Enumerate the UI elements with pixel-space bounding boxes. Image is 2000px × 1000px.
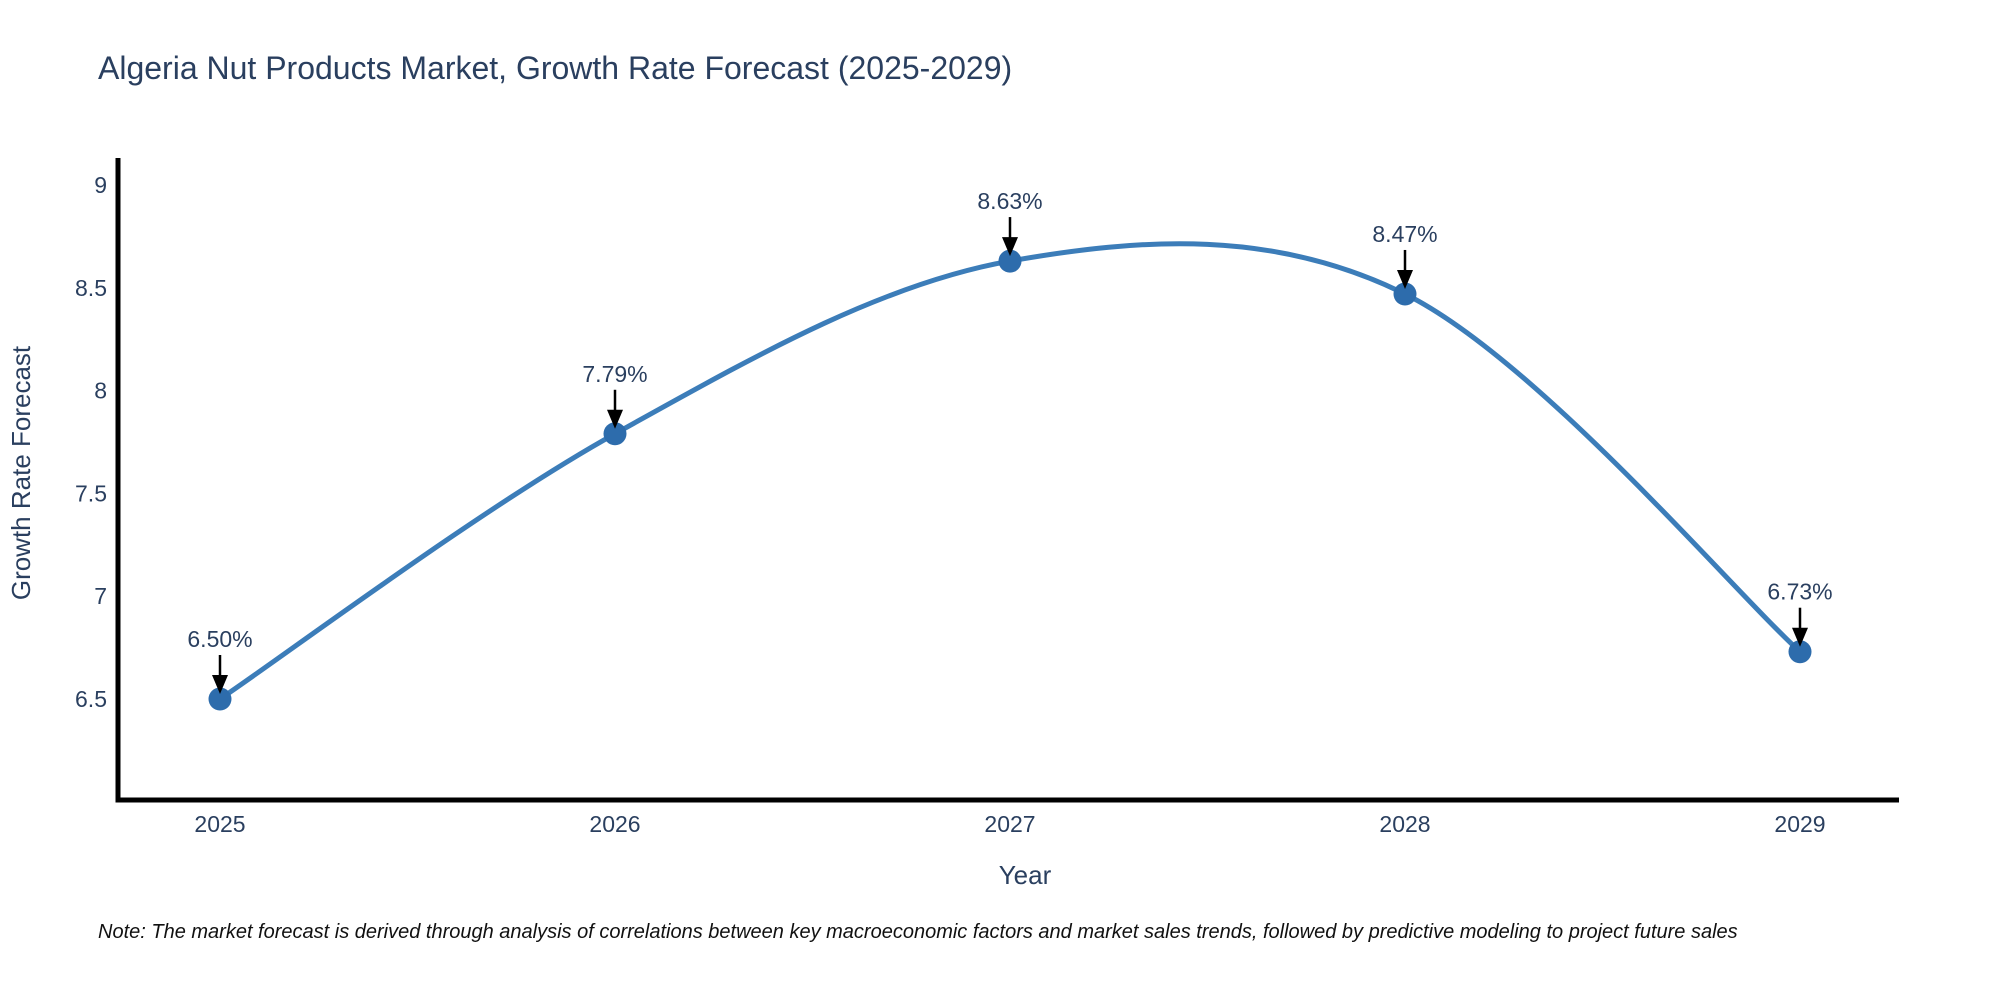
- data-point-marker: [1393, 282, 1417, 306]
- point-annotation-label: 6.50%: [187, 626, 252, 652]
- trend-line: [217, 241, 1803, 702]
- x-tick-label: 2028: [1379, 811, 1430, 837]
- annotation-arrowhead: [212, 675, 228, 694]
- y-tick-label: 6.5: [75, 686, 107, 712]
- point-annotation-label: 8.47%: [1372, 221, 1437, 247]
- footnote: Note: The market forecast is derived thr…: [98, 921, 1738, 943]
- y-tick-label: 9: [94, 172, 107, 198]
- x-tick-label: 2026: [589, 811, 640, 837]
- y-tick-label: 8.5: [75, 275, 107, 301]
- plot-area: 9 8.5 8 7.5 7 6.5 2025 2026 2027 2028 2029 6.50% 7.7…: [75, 172, 1833, 837]
- y-tick-label: 7: [94, 583, 107, 609]
- x-tick-label: 2029: [1774, 811, 1825, 837]
- point-annotation-label: 7.79%: [582, 361, 647, 387]
- x-axis-title: Year: [999, 860, 1052, 890]
- y-tick-label: 7.5: [75, 480, 107, 506]
- y-axis-title: Growth Rate Forecast: [6, 345, 36, 600]
- data-point-marker: [208, 687, 232, 711]
- point-annotation-label: 8.63%: [977, 188, 1042, 214]
- point-annotation-label: 6.73%: [1767, 579, 1832, 605]
- annotation-arrowhead: [607, 409, 623, 429]
- x-tick-label: 2025: [194, 811, 245, 837]
- data-point-marker: [603, 422, 627, 446]
- annotation-arrowhead: [1792, 627, 1808, 647]
- annotation-arrowhead: [1397, 269, 1413, 289]
- chart-title: Algeria Nut Products Market, Growth Rate…: [98, 50, 1012, 86]
- y-tick-label: 8: [94, 378, 107, 404]
- x-tick-label: 2027: [984, 811, 1035, 837]
- annotation-arrowhead: [1002, 237, 1018, 257]
- data-point-marker: [998, 249, 1022, 273]
- data-point-marker: [1788, 640, 1812, 664]
